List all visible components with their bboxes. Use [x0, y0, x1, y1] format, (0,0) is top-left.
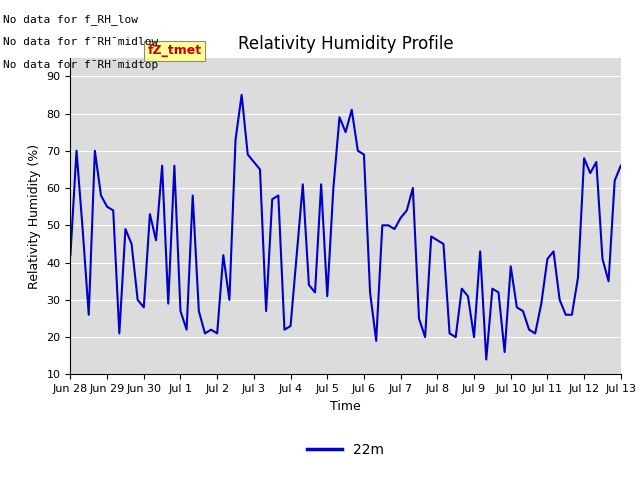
Text: No data for f¯RH¯midtop: No data for f¯RH¯midtop — [3, 60, 159, 70]
X-axis label: Time: Time — [330, 400, 361, 413]
Title: Relativity Humidity Profile: Relativity Humidity Profile — [238, 35, 453, 53]
Legend: 22m: 22m — [301, 437, 390, 463]
Text: fZ_tmet: fZ_tmet — [147, 45, 202, 58]
Y-axis label: Relativity Humidity (%): Relativity Humidity (%) — [28, 144, 41, 288]
Text: No data for f¯RH¯midlow: No data for f¯RH¯midlow — [3, 36, 159, 47]
Text: No data for f_RH_low: No data for f_RH_low — [3, 13, 138, 24]
